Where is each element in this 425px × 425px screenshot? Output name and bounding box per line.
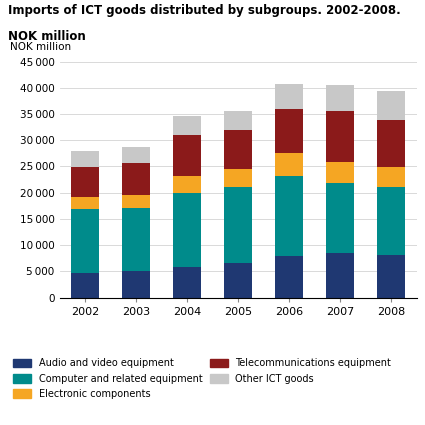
- Text: Imports of ICT goods distributed by subgroups. 2002-2008.: Imports of ICT goods distributed by subg…: [8, 4, 401, 17]
- Bar: [377, 167, 405, 187]
- Legend: Audio and video equipment, Computer and related equipment, Electronic components: Audio and video equipment, Computer and …: [13, 358, 391, 399]
- Bar: [122, 271, 150, 297]
- Bar: [326, 111, 354, 162]
- Bar: [275, 176, 303, 256]
- Bar: [326, 162, 354, 183]
- Bar: [275, 109, 303, 153]
- Bar: [275, 256, 303, 297]
- Bar: [326, 183, 354, 253]
- Bar: [377, 91, 405, 120]
- Bar: [326, 85, 354, 111]
- Bar: [377, 255, 405, 298]
- Bar: [224, 130, 252, 169]
- Text: NOK million: NOK million: [9, 42, 71, 52]
- Bar: [326, 253, 354, 298]
- Bar: [71, 197, 99, 209]
- Bar: [173, 135, 201, 176]
- Bar: [224, 111, 252, 130]
- Bar: [173, 267, 201, 297]
- Bar: [71, 151, 99, 167]
- Bar: [71, 209, 99, 273]
- Bar: [122, 208, 150, 271]
- Bar: [122, 147, 150, 163]
- Bar: [71, 167, 99, 197]
- Text: NOK million: NOK million: [8, 30, 86, 43]
- Bar: [275, 153, 303, 176]
- Bar: [173, 193, 201, 267]
- Bar: [224, 264, 252, 298]
- Bar: [71, 273, 99, 298]
- Bar: [275, 84, 303, 109]
- Bar: [122, 196, 150, 208]
- Bar: [377, 187, 405, 255]
- Bar: [224, 169, 252, 187]
- Bar: [377, 120, 405, 167]
- Bar: [224, 187, 252, 264]
- Bar: [173, 116, 201, 135]
- Bar: [173, 176, 201, 193]
- Bar: [122, 163, 150, 196]
